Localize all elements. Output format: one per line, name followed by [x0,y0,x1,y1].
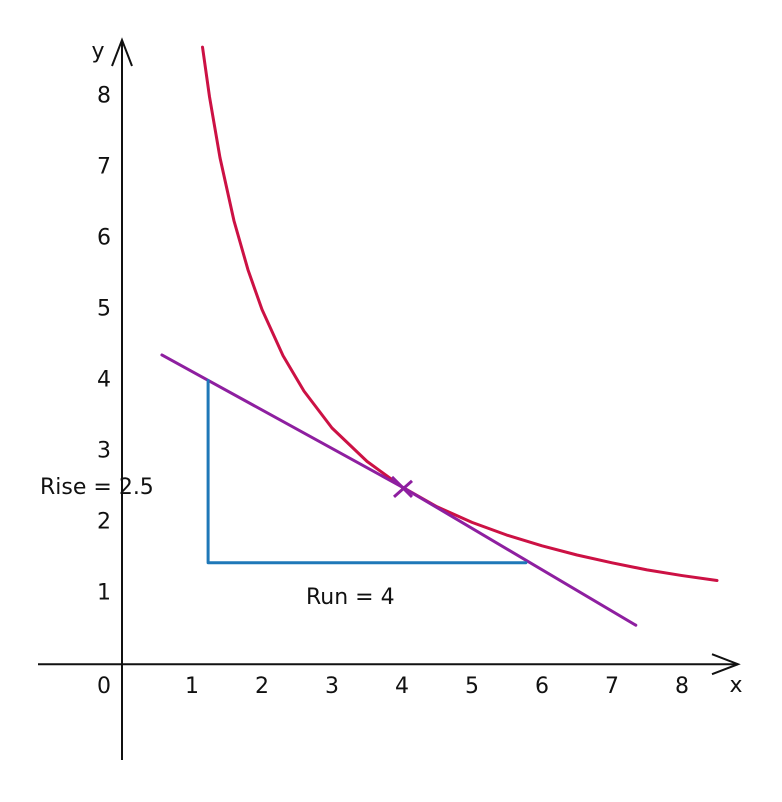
y-tick-label: 4 [97,367,111,392]
y-tick-label: 5 [97,297,111,322]
x-tick-label: 4 [395,674,409,699]
y-tick-label: 7 [97,155,111,180]
y-tick-label: 3 [97,438,111,463]
x-tick-label: 6 [535,674,549,699]
y-axis-label: y [91,39,104,64]
y-tick-label: 2 [97,509,111,534]
line [160,353,638,627]
line [201,45,719,583]
point-marker [390,475,414,499]
x-tick-label: 0 [97,674,111,699]
y-axis-arrow [111,37,133,67]
x-tick-label: 2 [255,674,269,699]
x-tick-label: 5 [465,674,479,699]
y-tick-label: 1 [97,580,111,605]
y-tick-label: 6 [97,226,111,251]
line [206,378,528,565]
x-tick-label: 7 [605,674,619,699]
annotation: Run = 4 [306,585,395,610]
x-axis-arrow [711,653,741,676]
x-axis-label: x [729,673,742,698]
x-tick-label: 3 [325,674,339,699]
x-tick-label: 8 [675,674,689,699]
annotation: Rise = 2.5 [40,475,154,500]
y-tick-label: 8 [97,84,111,109]
x-tick-label: 1 [185,674,199,699]
